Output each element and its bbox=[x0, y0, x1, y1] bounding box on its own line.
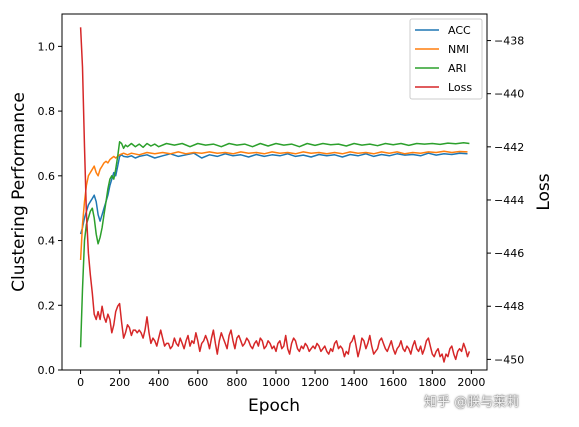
series-line-loss bbox=[79, 27, 471, 363]
legend-label-acc: ACC bbox=[448, 24, 471, 37]
ticks-layer: 0 200 400 600 800 1000 1200 1400 1600 1800 2000 0.0… bbox=[38, 35, 525, 389]
series-line-ari bbox=[79, 141, 470, 348]
right-y-tick-label: −440 bbox=[494, 88, 524, 101]
watermark-text: 知乎 @朕与莱莉 bbox=[424, 395, 520, 410]
x-tick-label: 0 bbox=[77, 376, 84, 389]
left-y-tick-label: 0.0 bbox=[38, 364, 56, 377]
x-axis-label: Epoch bbox=[248, 396, 300, 416]
right-y-tick-label: −448 bbox=[494, 300, 524, 313]
right-y-tick-label: −446 bbox=[494, 247, 524, 260]
x-tick-label: 400 bbox=[148, 376, 169, 389]
x-tick-label: 1000 bbox=[262, 376, 290, 389]
x-tick-label: 600 bbox=[187, 376, 208, 389]
left-y-axis-label: Clustering Performance bbox=[9, 92, 29, 292]
left-y-tick-label: 0.4 bbox=[38, 235, 56, 248]
x-tick-label: 2000 bbox=[457, 376, 485, 389]
legend-label-loss: Loss bbox=[448, 81, 472, 94]
series-line-nmi bbox=[79, 150, 468, 261]
x-tick-label: 800 bbox=[226, 376, 247, 389]
x-tick-label: 1400 bbox=[340, 376, 368, 389]
left-y-tick-label: 1.0 bbox=[38, 40, 56, 53]
x-tick-label: 1800 bbox=[418, 376, 446, 389]
legend-label-nmi: NMI bbox=[448, 43, 469, 56]
series-line-acc bbox=[79, 152, 468, 235]
left-y-tick-label: 0.6 bbox=[38, 170, 56, 183]
right-y-tick-label: −442 bbox=[494, 141, 524, 154]
right-y-tick-label: −438 bbox=[494, 35, 524, 48]
x-tick-label: 1200 bbox=[301, 376, 329, 389]
right-y-tick-label: −444 bbox=[494, 194, 524, 207]
right-y-tick-label: −450 bbox=[494, 353, 524, 366]
x-tick-label: 200 bbox=[109, 376, 130, 389]
legend-label-ari: ARI bbox=[448, 62, 466, 75]
left-y-tick-label: 0.8 bbox=[38, 105, 56, 118]
legend: ACC NMI ARI Loss bbox=[409, 18, 483, 100]
x-tick-label: 1600 bbox=[379, 376, 407, 389]
legend-box bbox=[409, 18, 483, 100]
series-layer bbox=[79, 27, 471, 363]
left-y-tick-label: 0.2 bbox=[38, 299, 56, 312]
right-y-axis-label: Loss bbox=[534, 173, 554, 210]
